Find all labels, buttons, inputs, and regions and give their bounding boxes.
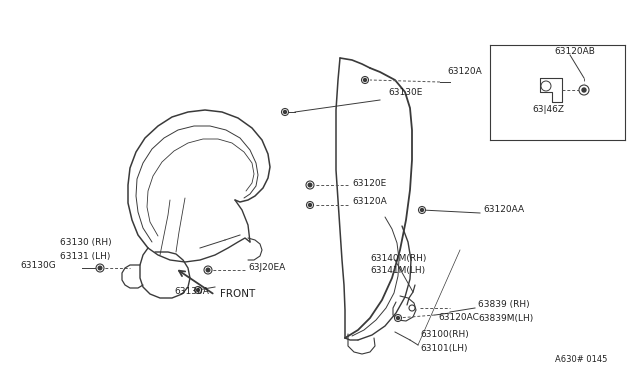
Text: 63130G: 63130G (20, 262, 56, 270)
Circle shape (364, 78, 367, 81)
Text: 63120A: 63120A (447, 67, 482, 76)
Text: 63|46Z: 63|46Z (532, 106, 564, 115)
Circle shape (196, 289, 200, 292)
Circle shape (409, 305, 415, 311)
Circle shape (206, 268, 210, 272)
Circle shape (204, 266, 212, 274)
Circle shape (579, 85, 589, 95)
Circle shape (362, 77, 369, 83)
Circle shape (98, 266, 102, 270)
Text: 63120AC: 63120AC (438, 312, 479, 321)
Circle shape (307, 202, 314, 208)
Text: 63130A: 63130A (174, 288, 209, 296)
Text: 63839M(LH): 63839M(LH) (478, 314, 533, 324)
Circle shape (582, 88, 586, 92)
Text: 63839 (RH): 63839 (RH) (478, 301, 530, 310)
Text: 63100(RH): 63100(RH) (420, 330, 468, 340)
Text: 63120E: 63120E (352, 179, 387, 187)
Text: 63140M(RH): 63140M(RH) (370, 253, 426, 263)
Circle shape (541, 81, 551, 91)
Text: 63120AA: 63120AA (483, 205, 524, 215)
Circle shape (397, 317, 399, 320)
Text: 63130 (RH): 63130 (RH) (60, 238, 111, 247)
Text: 63101(LH): 63101(LH) (420, 343, 467, 353)
Circle shape (308, 203, 312, 206)
Circle shape (195, 286, 202, 294)
Circle shape (282, 109, 289, 115)
Circle shape (306, 181, 314, 189)
Text: 63141M(LH): 63141M(LH) (370, 266, 425, 275)
Circle shape (394, 314, 401, 321)
Text: 63131 (LH): 63131 (LH) (60, 251, 110, 260)
Text: 63130E: 63130E (388, 88, 422, 97)
Circle shape (308, 183, 312, 187)
Circle shape (96, 264, 104, 272)
Circle shape (420, 208, 424, 212)
Text: FRONT: FRONT (220, 289, 255, 299)
Circle shape (284, 110, 287, 113)
Text: 63120AB: 63120AB (554, 48, 595, 57)
Text: A630# 0145: A630# 0145 (555, 356, 607, 365)
Text: 63120A: 63120A (352, 198, 387, 206)
Circle shape (419, 206, 426, 214)
Text: 63J20EA: 63J20EA (248, 263, 285, 273)
